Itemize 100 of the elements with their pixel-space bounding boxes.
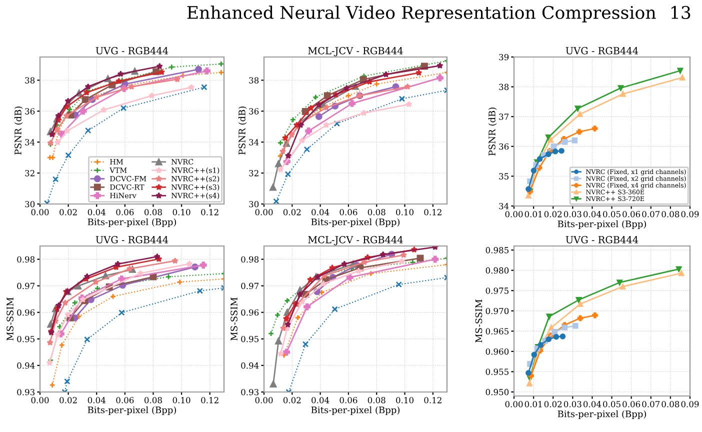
y-tick-label: 36: [25, 108, 35, 114]
y-axis-title: MS-SSIM: [475, 300, 482, 342]
y-tick-label: 0.980: [486, 267, 509, 274]
x-tick-label: 0.06: [340, 209, 358, 216]
y-tick-label: 0.965: [486, 328, 508, 334]
y-tick-label: 36: [249, 108, 259, 114]
x-tick-label: 0.00: [31, 397, 49, 404]
x-tick-label: 0.00: [31, 209, 49, 216]
y-tick-label: 0.93: [241, 388, 259, 396]
y-tick-label: 37: [499, 114, 509, 120]
x-tick-label: 0.06: [622, 401, 640, 408]
y-tick-label: 30: [249, 200, 259, 208]
x-tick-label: 0.01: [524, 211, 542, 218]
y-tick-label: 0.985: [486, 247, 508, 254]
y-axis-title: PSNR (dB): [14, 106, 23, 155]
x-tick-label: 0.04: [312, 397, 330, 404]
x-tick-label: 0.06: [622, 211, 640, 218]
x-tick-label: 0.07: [642, 401, 660, 408]
x-axis-title: Bits-per-pixel (Bpp): [88, 218, 176, 228]
y-axis-title: PSNR (dB): [238, 106, 247, 155]
y-tick-label: 34: [249, 139, 259, 146]
y-axis-title: PSNR (dB): [488, 108, 497, 156]
y-tick-label: 0.955: [486, 368, 508, 375]
x-tick-label: 0.12: [201, 209, 218, 216]
x-tick-label: 0.00: [505, 401, 523, 408]
y-tick-label: 0.950: [486, 388, 509, 396]
x-axis-title: Bits-per-pixel (Bpp): [311, 406, 400, 416]
x-tick-label: 0.12: [424, 397, 442, 404]
y-tick-label: 36: [499, 143, 509, 150]
x-tick-label: 0.08: [368, 209, 386, 216]
x-tick-label: 0.09: [681, 211, 699, 218]
y-tick-label: 34: [499, 202, 509, 210]
x-tick-label: 0.10: [172, 397, 190, 404]
y-tick-label: 38: [499, 84, 509, 90]
y-tick-label: 35: [499, 173, 508, 180]
chart-title: UVG - RGB444: [96, 47, 168, 54]
y-tick-label: 0.93: [17, 388, 35, 396]
x-tick-label: 0.02: [60, 397, 77, 404]
y-tick-label: 0.98: [17, 256, 35, 263]
x-tick-label: 0.06: [116, 397, 134, 404]
x-tick-label: 0.05: [603, 211, 620, 218]
text: Enhanced Neural Video Representation Compression: [187, 6, 656, 22]
x-axis-title: Bits-per-pixel (Bpp): [88, 406, 176, 416]
chart-title: UVG - RGB444: [566, 236, 638, 244]
x-tick-label: 0.02: [544, 401, 562, 408]
chart-title: MCL-JCV - RGB444: [308, 236, 403, 246]
y-tick-label: 39: [499, 54, 509, 60]
y-tick-label: 0.94: [17, 362, 35, 369]
y-tick-label: 38: [249, 77, 259, 84]
x-tick-label: 0.08: [144, 209, 162, 216]
x-tick-label: 0.00: [255, 209, 273, 216]
x-tick-label: 0.06: [116, 209, 134, 216]
x-tick-label: 0.02: [283, 209, 301, 216]
x-tick-label: 0.04: [312, 209, 330, 216]
x-tick-label: 0.10: [396, 209, 414, 216]
x-tick-label: 0.04: [583, 401, 602, 408]
y-tick-label: 0.94: [241, 362, 259, 369]
y-tick-label: 32: [249, 170, 258, 176]
x-tick-label: 0.04: [583, 211, 602, 218]
x-tick-label: 0.10: [396, 397, 414, 404]
x-tick-label: 0.00: [255, 397, 273, 404]
x-tick-label: 0.03: [564, 211, 582, 218]
y-tick-label: 0.970: [486, 308, 509, 314]
x-tick-label: 0.06: [340, 397, 358, 404]
x-tick-label: 0.10: [172, 209, 190, 216]
y-tick-label: 0.97: [17, 282, 35, 290]
chart-title: UVG - RGB444: [566, 47, 638, 54]
x-tick-label: 0.03: [564, 401, 582, 408]
x-axis-title: Bits-per-pixel (Bpp): [558, 220, 646, 230]
x-tick-label: 0.02: [544, 211, 562, 218]
x-axis-title: Bits-per-pixel (Bpp): [558, 410, 646, 420]
y-tick-label: 30: [25, 200, 35, 208]
y-tick-label: 32: [25, 170, 34, 176]
y-tick-label: 0.95: [17, 336, 34, 342]
x-tick-label: 0.02: [283, 397, 301, 404]
x-tick-label: 0.09: [681, 401, 699, 408]
x-tick-label: 0.00: [505, 211, 523, 218]
y-tick-label: 0.95: [241, 336, 258, 342]
y-tick-label: 38: [25, 77, 35, 84]
x-tick-label: 0.04: [88, 209, 106, 216]
x-tick-label: 0.08: [662, 401, 680, 408]
x-axis-title: Bits-per-pixel (Bpp): [311, 218, 400, 228]
y-tick-label: 0.98: [241, 256, 259, 263]
y-tick-label: 0.975: [486, 288, 508, 294]
x-tick-label: 0.12: [424, 209, 442, 216]
y-tick-label: 0.960: [486, 348, 509, 355]
chart-title: UVG - RGB444: [96, 236, 168, 244]
x-tick-label: 0.08: [144, 397, 162, 404]
x-tick-label: 0.04: [88, 397, 106, 404]
y-tick-label: 34: [25, 139, 35, 146]
x-tick-label: 0.02: [60, 209, 77, 216]
y-axis-title: MS-SSIM: [230, 298, 238, 340]
chart-title: MCL-JCV - RGB444: [308, 47, 403, 56]
y-axis-title: MS-SSIM: [6, 298, 14, 340]
x-tick-label: 0.07: [642, 211, 660, 218]
text: 13: [671, 6, 690, 20]
x-tick-label: 0.05: [603, 401, 620, 408]
y-tick-label: 0.96: [241, 309, 259, 316]
x-tick-label: 0.12: [201, 397, 218, 404]
y-tick-label: 0.96: [17, 309, 35, 316]
